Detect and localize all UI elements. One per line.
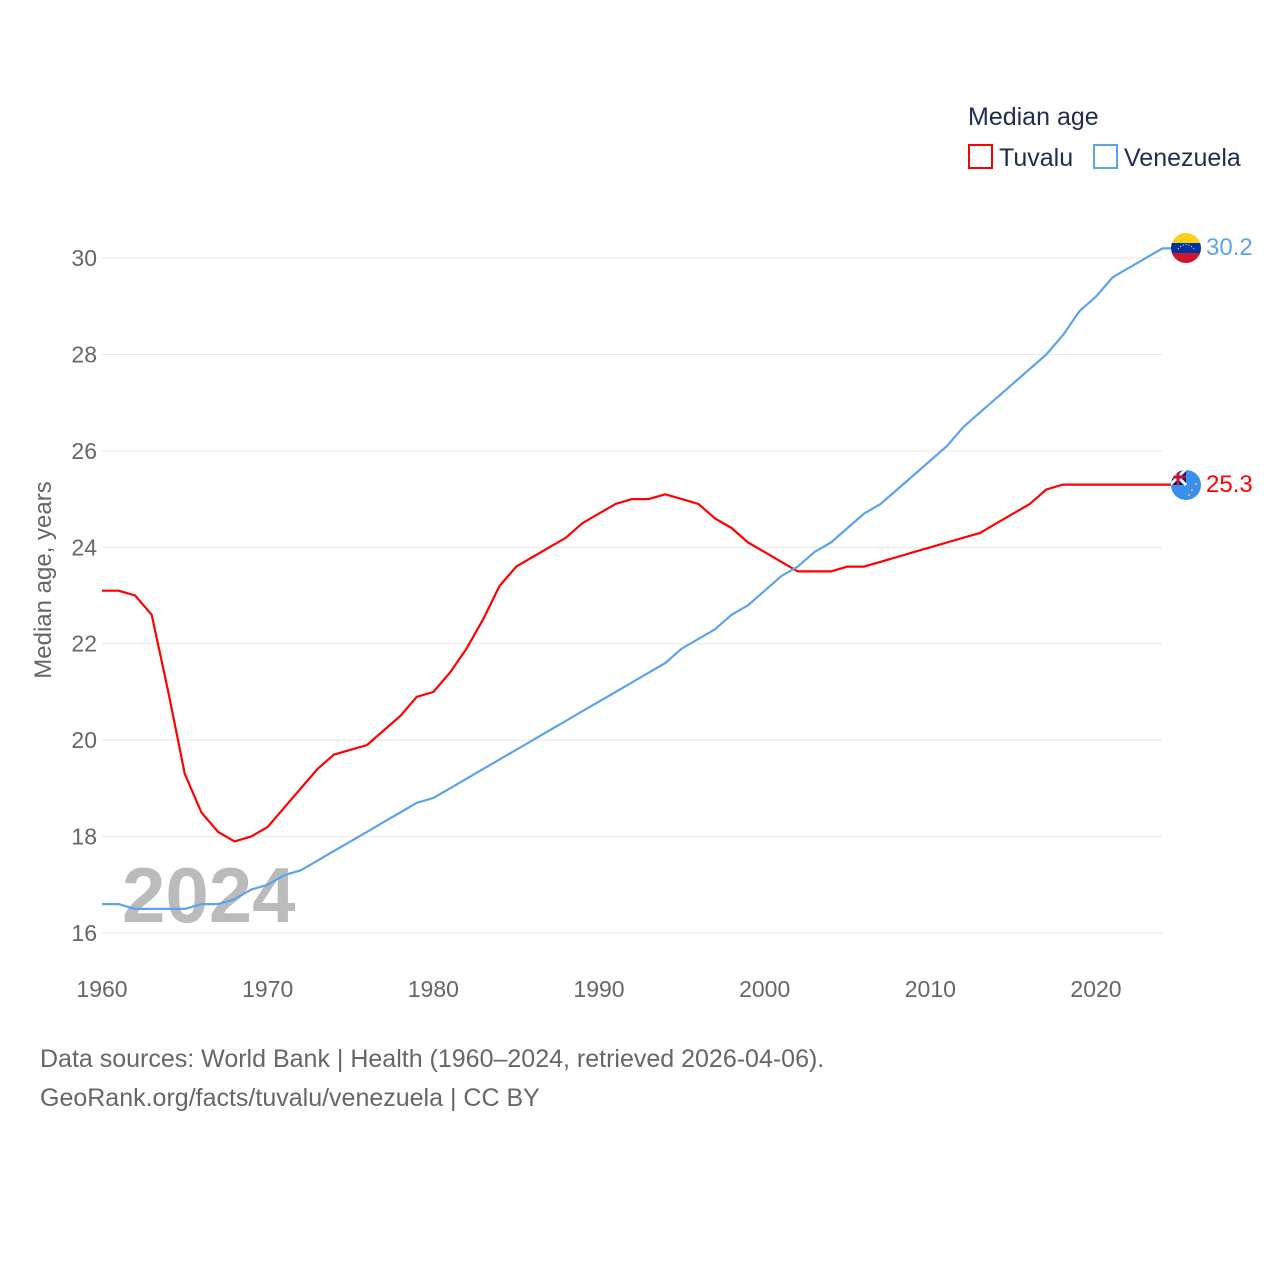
end-label-venezuela: 30.2 (1206, 234, 1253, 261)
gridlines (102, 257, 1162, 934)
x-tick-label: 1970 (242, 976, 293, 1002)
legend-item-venezuela[interactable]: Venezuela (1093, 144, 1241, 172)
legend-title: Median age (968, 103, 1099, 131)
legend-label-tuvalu: Tuvalu (999, 144, 1073, 172)
x-tick-label: 1980 (408, 976, 459, 1002)
y-tick-label: 16 (71, 920, 97, 946)
series-line-tuvalu (102, 483, 1172, 843)
footer-source: Data sources: World Bank | Health (1960–… (40, 1045, 825, 1073)
legend-item-tuvalu[interactable]: Tuvalu (968, 144, 1073, 172)
legend-swatch-venezuela (1093, 144, 1118, 169)
y-tick-label: 20 (71, 727, 97, 753)
y-tick-label: 28 (71, 341, 97, 367)
x-axis-ticks: 1960 1970 1980 1990 2000 2010 2020 (76, 976, 1121, 1002)
y-tick-label: 18 (71, 824, 97, 850)
x-tick-label: 1960 (76, 976, 127, 1002)
y-tick-label: 26 (71, 438, 97, 464)
y-axis-ticks: 16 18 20 22 24 26 28 30 (71, 245, 97, 946)
year-watermark: 2024 (122, 851, 296, 939)
x-tick-label: 1990 (573, 976, 624, 1002)
x-tick-label: 2000 (739, 976, 790, 1002)
y-tick-label: 22 (71, 631, 97, 657)
series-line-venezuela (102, 247, 1172, 910)
y-axis-label: Median age, years (30, 481, 57, 678)
x-tick-label: 2020 (1070, 976, 1121, 1002)
series-lines (102, 247, 1172, 910)
x-tick-label: 2010 (905, 976, 956, 1002)
y-tick-label: 24 (71, 534, 97, 560)
footer-attribution[interactable]: GeoRank.org/facts/tuvalu/venezuela | CC … (40, 1084, 540, 1112)
y-tick-label: 30 (71, 245, 97, 271)
venezuela-flag-icon (1171, 233, 1201, 263)
legend-label-venezuela: Venezuela (1124, 144, 1241, 172)
tuvalu-flag-icon (1171, 470, 1201, 500)
legend-swatch-tuvalu (968, 144, 993, 169)
end-label-tuvalu: 25.3 (1206, 471, 1253, 498)
